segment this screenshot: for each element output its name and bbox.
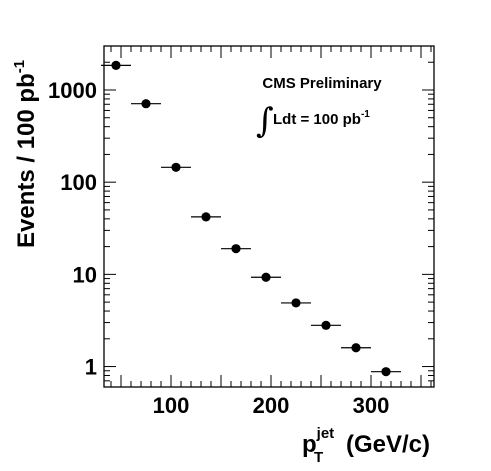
x-tick-label: 100 <box>153 393 190 418</box>
plot-frame <box>103 45 435 388</box>
data-point <box>321 320 331 330</box>
data-point <box>141 99 151 109</box>
tick-labels: 100 200 300 1 10 100 1000 <box>48 78 389 418</box>
y-tick-label: 100 <box>60 170 97 195</box>
data-point <box>231 244 241 254</box>
integral-symbol: ∫ <box>256 101 274 141</box>
x-tick-label: 300 <box>353 393 390 418</box>
x-axis-title: pjet T (GeV/c) <box>302 425 430 466</box>
data-point <box>351 343 361 353</box>
data-point <box>201 212 211 222</box>
axis-ticks <box>104 45 434 388</box>
data-point <box>291 298 301 308</box>
data-point <box>261 272 271 282</box>
experiment-label: CMS Preliminary <box>262 75 382 92</box>
luminosity-label: Ldt = 100 pb-1 <box>273 109 370 128</box>
y-tick-label: 1000 <box>48 78 97 103</box>
data-point <box>381 367 391 377</box>
y-axis-title: Events / 100 pb-1 <box>11 60 40 248</box>
y-tick-label: 1 <box>85 355 97 380</box>
y-tick-label: 10 <box>73 262 97 287</box>
data-point <box>171 162 181 172</box>
x-tick-label: 200 <box>253 393 290 418</box>
data-point <box>111 60 121 70</box>
data-points <box>101 60 401 377</box>
